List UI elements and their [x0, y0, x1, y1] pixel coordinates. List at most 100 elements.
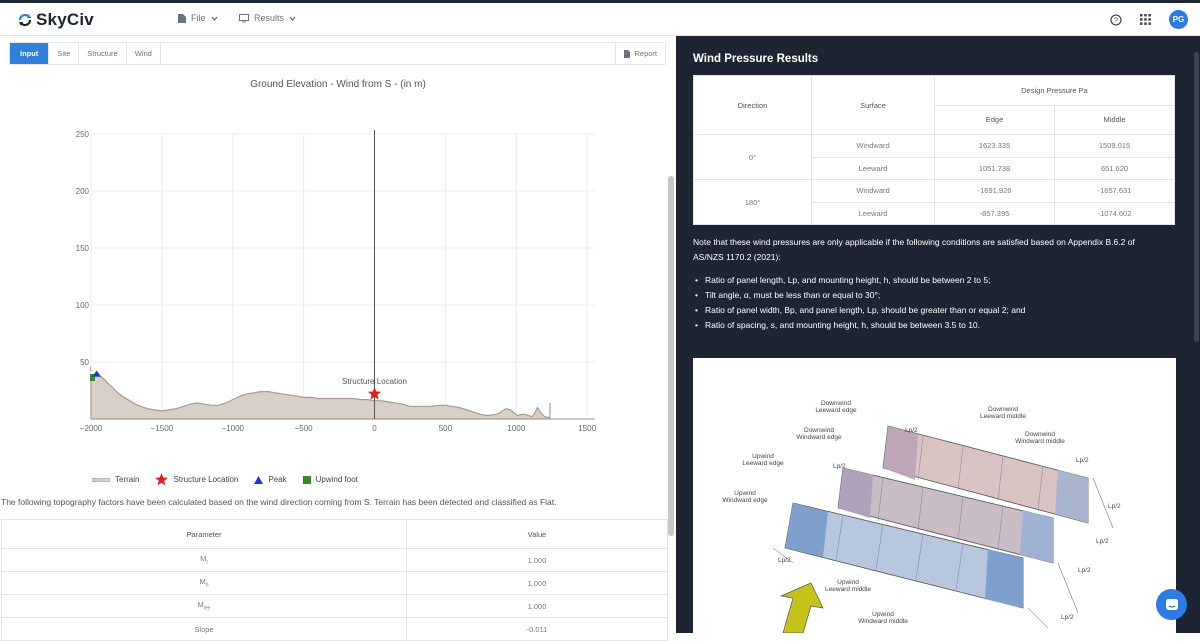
value-cell: -0.011 [406, 617, 668, 641]
conditions-list: Ratio of panel length, Lp, and mounting … [693, 273, 1173, 333]
panel-grid [835, 435, 1044, 591]
chevron-down-icon [289, 16, 296, 21]
left-scrollbar[interactable] [668, 176, 674, 536]
label-upwind-windward-edge: Upwind Windward edge [722, 490, 768, 504]
label-lp2: Lp/2 [1096, 538, 1109, 545]
user-avatar[interactable]: PG [1169, 10, 1188, 29]
help-icon[interactable]: ? [1110, 13, 1122, 26]
label-downwind-windward-edge: Downwind Windward edge [796, 427, 842, 441]
chat-icon [1165, 598, 1178, 610]
triangle-icon [254, 475, 264, 484]
applicability-note: Note that these wind pressures are only … [693, 237, 1135, 262]
param-cell: Mh [1, 571, 407, 595]
terrain-legend-swatch [92, 477, 110, 482]
table-row: Mlee 1.000 [1, 594, 668, 618]
app-name: SkyCiv [36, 10, 94, 29]
tab-input[interactable]: Input [10, 43, 50, 64]
legend-structure[interactable]: Structure Location [155, 473, 238, 486]
legend-peak-label: Peak [268, 475, 287, 484]
edge-cell: 1623.335 [934, 134, 1055, 158]
tab-wind[interactable]: Wind [127, 43, 161, 64]
header-design-pressure: Design Pressure Pa [934, 75, 1175, 106]
tab-structure[interactable]: Structure [79, 43, 127, 64]
topography-table: Parameter Value Mt 1.000 Mh 1.000 Mlee 1… [1, 519, 668, 641]
header-middle: Middle [1054, 104, 1175, 135]
report-button[interactable]: Report [615, 43, 665, 64]
apps-grid-icon[interactable] [1140, 14, 1151, 25]
middle-cell: 1509.015 [1054, 134, 1175, 158]
edge-cell: -857.395 [934, 201, 1055, 225]
upwind-foot-marker [90, 373, 95, 381]
table-header-row: Direction Surface Design Pressure Pa [693, 75, 1175, 135]
param-cell: Mt [1, 548, 407, 572]
value-cell: 1.000 [406, 548, 668, 572]
panel-zones-diagram: Downwind Leeward edge Downwind Leeward mid… [722, 400, 1121, 634]
legend-upwind-foot[interactable]: Upwind foot [302, 475, 358, 484]
surface-cell: Windward [811, 179, 935, 203]
label-lp2: Lp/2 [905, 427, 918, 434]
x-tick-label: −1500 [151, 424, 174, 433]
y-tick-label: 50 [80, 358, 89, 367]
y-tick-label: 250 [76, 130, 90, 139]
legend-terrain-label: Terrain [115, 475, 140, 484]
label-lp2: Lp/2 [1076, 457, 1089, 464]
peak-marker [92, 370, 102, 377]
results-title: Wind Pressure Results [693, 53, 819, 65]
direction-cell: 180° [693, 179, 812, 225]
label-lp2: Lp/2 [778, 557, 791, 564]
middle-cell: -1074.602 [1054, 201, 1175, 225]
edge-cell: 1051.738 [934, 156, 1055, 180]
condition-item: Tilt angle, α, must be less than or equa… [693, 288, 1173, 303]
skyciv-logo[interactable]: SkyCiv [18, 10, 94, 30]
y-tick-label: 200 [76, 187, 90, 196]
label-lp2: Lp/2 [1078, 567, 1091, 574]
elevation-chart: −2000 −1500 −1000 −500 0 500 1000 1500 50 100 150 2… [76, 130, 597, 433]
table-row: Mh 1.000 [1, 571, 668, 595]
param-mt: Mt [200, 554, 208, 566]
legend-peak[interactable]: Peak [254, 475, 287, 484]
label-upwind-leeward-middle: Upwind Leeward middle [825, 579, 871, 593]
legend-terrain[interactable]: Terrain [92, 475, 139, 484]
square-icon [302, 475, 311, 484]
label-upwind-windward-middle: Upwind Windward middle [858, 611, 908, 625]
star-icon [155, 473, 169, 486]
results-menu[interactable]: Results [239, 13, 296, 23]
param-mlee: Mlee [197, 600, 211, 612]
table-row: Leeward 1051.738 651.620 [694, 156, 1175, 180]
header-parameter: Parameter [1, 519, 407, 549]
value-cell: 1.000 [406, 594, 668, 618]
chart-title: Ground Elevation - Wind from S - (in m) [250, 79, 426, 90]
surface-cell: Leeward [811, 201, 935, 225]
dimension-lines [772, 477, 1114, 629]
label-downwind-leeward-edge: Downwind Leeward edge [815, 400, 857, 414]
monitor-icon [239, 13, 249, 22]
wind-arrow [779, 582, 824, 634]
file-menu[interactable]: File [178, 13, 218, 23]
file-menu-label: File [191, 13, 206, 23]
topography-description: The following topography factors have be… [1, 497, 557, 507]
label-lp2: Lp/2 [833, 463, 846, 470]
header-edge: Edge [934, 104, 1055, 135]
tab-site[interactable]: Site [49, 43, 80, 64]
downwind-panel-row [882, 425, 1089, 524]
table-row: 0° Windward 1623.335 1509.015 [693, 134, 1175, 180]
label-downwind-windward-middle: Downwind Windward middle [1015, 431, 1065, 445]
header-surface: Surface [811, 75, 935, 135]
middle-cell: 651.620 [1054, 156, 1175, 180]
input-tabs: Input Site Structure Wind Report [9, 42, 666, 65]
condition-item: Ratio of spacing, s, and mounting height… [693, 318, 1173, 333]
table-row: 180° Windward -1691.926 -1657.631 [693, 179, 1175, 225]
x-tick-label: −1000 [222, 424, 245, 433]
top-accent-bar [0, 0, 1200, 3]
label-lp2: Lp/2 [1108, 503, 1121, 510]
y-tick-label: 150 [76, 244, 90, 253]
chat-support-button[interactable] [1156, 589, 1187, 620]
label-lp2: Lp/2 [1061, 614, 1074, 621]
header-direction: Direction [693, 75, 812, 135]
input-panel: Input Site Structure Wind Report Ground … [0, 36, 676, 641]
chart-legend: Terrain Structure Location Peak Upwind f… [92, 473, 358, 486]
header-value: Value [406, 519, 668, 549]
x-tick-label: 0 [372, 424, 377, 433]
right-scrollbar[interactable] [1194, 52, 1199, 342]
param-cell: Slope [1, 617, 407, 641]
